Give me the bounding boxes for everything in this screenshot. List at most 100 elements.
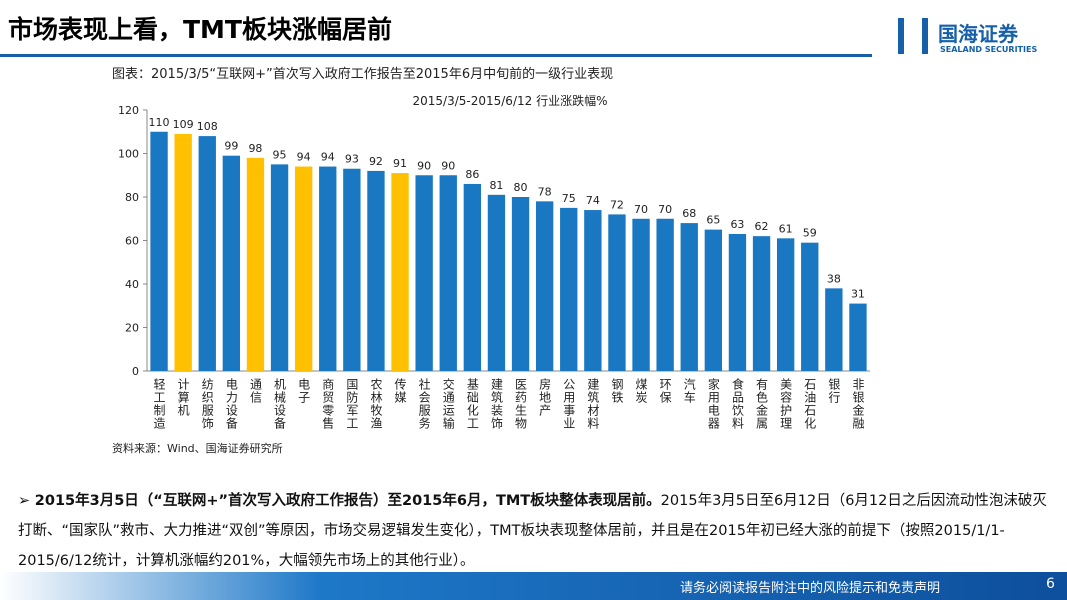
data-label: 70 <box>658 203 672 216</box>
y-tick-label: 20 <box>125 322 139 335</box>
bar <box>415 175 433 371</box>
x-tick-label: 国防军工 <box>345 378 359 430</box>
x-tick-label: 房地产 <box>538 377 552 417</box>
bar <box>608 214 626 371</box>
chart-title: 图表：2015/3/5“互联网+”首次写入政府工作报告至2015年6月中旬前的一… <box>112 67 614 82</box>
slide-title: 市场表现上看，TMT板块涨幅居前 <box>8 15 392 44</box>
bar <box>849 303 867 371</box>
data-label: 99 <box>224 140 238 153</box>
data-label: 59 <box>803 227 817 240</box>
bar <box>270 164 289 371</box>
bar <box>728 233 747 371</box>
bar <box>656 218 674 371</box>
x-tick-label: 建筑材料 <box>586 378 600 430</box>
data-label: 94 <box>297 151 311 164</box>
y-tick-label: 80 <box>125 191 139 204</box>
bar <box>535 201 554 371</box>
x-tick-label: 机械设备 <box>273 378 287 430</box>
bar <box>294 166 313 371</box>
x-tick-label: 通信 <box>248 378 262 404</box>
data-label: 90 <box>441 159 455 172</box>
data-label: 63 <box>730 218 744 231</box>
bar <box>391 173 409 371</box>
x-tick-label: 交通运输 <box>441 377 455 430</box>
source: 资料来源：Wind、国海证券研究所 <box>112 442 283 455</box>
bar <box>174 133 192 371</box>
x-tick-label: 食品饮料 <box>730 377 744 430</box>
data-label: 61 <box>779 222 793 235</box>
data-label: 78 <box>538 185 552 198</box>
chart: 0 20 40 60 80 100 120 轻工制造 110 计算机 109 纺织服饰 108 电力设备 9… <box>118 104 870 430</box>
x-tick-label: 电力设备 <box>224 378 238 430</box>
bar <box>632 218 650 371</box>
title-rule <box>0 54 872 57</box>
bar <box>511 197 530 371</box>
data-label: 90 <box>417 159 431 172</box>
body-bold: 2015年3月5日（“互联网+”首次写入政府工作报告）至2015年6月，TMT板… <box>34 493 661 509</box>
footer-disclaimer: 请务必阅读报告附注中的风险提示和免责声明 <box>680 581 941 596</box>
body-text: ➢ 2015年3月5日（“互联网+”首次写入政府工作报告）至2015年6月，TM… <box>18 486 1056 576</box>
x-tick-label: 美容护理 <box>779 378 793 430</box>
bar <box>246 157 265 371</box>
x-tick-label: 钢铁 <box>610 378 624 404</box>
data-label: 91 <box>393 157 407 170</box>
data-label: 68 <box>682 207 696 220</box>
data-label: 74 <box>586 194 600 207</box>
data-label: 86 <box>465 168 479 181</box>
bar <box>825 288 843 371</box>
x-tick-label: 基础化工 <box>465 378 479 430</box>
data-label: 108 <box>197 120 218 133</box>
x-tick-label: 银行 <box>827 378 841 404</box>
y-tick-label: 40 <box>125 278 139 291</box>
data-label: 65 <box>706 214 720 227</box>
bar <box>704 229 723 371</box>
x-tick-label: 汽车 <box>682 377 696 404</box>
footer-bar <box>0 572 1067 600</box>
x-tick-label: 公用事业 <box>562 378 576 430</box>
data-label: 110 <box>149 116 170 129</box>
bar <box>801 242 819 371</box>
x-tick-label: 石油石化 <box>803 378 817 430</box>
bar <box>487 194 506 371</box>
bar <box>198 136 216 371</box>
bar <box>150 131 168 371</box>
bar <box>776 238 795 371</box>
bar <box>439 175 457 371</box>
x-tick-label: 电子 <box>297 378 311 404</box>
bullet: ➢ <box>18 493 35 509</box>
data-label: 80 <box>514 181 528 194</box>
data-label: 75 <box>562 192 576 205</box>
logo-subtext: SEALAND SECURITIES <box>940 45 1038 54</box>
bar <box>222 155 241 371</box>
x-tick-label: 非银金融 <box>851 378 865 430</box>
y-tick-label: 60 <box>125 235 139 248</box>
x-tick-label: 有色金属 <box>755 378 769 430</box>
logo-text: 国海证券 <box>938 22 1018 46</box>
x-tick-label: 商贸零售 <box>321 377 335 430</box>
y-tick-label: 100 <box>118 148 139 161</box>
bar <box>319 166 337 371</box>
logo-mark <box>898 18 928 54</box>
data-label: 72 <box>610 198 624 211</box>
bar <box>680 223 698 371</box>
data-label: 81 <box>489 179 503 192</box>
data-label: 31 <box>851 288 865 301</box>
bar <box>343 168 361 371</box>
y-tick-label: 120 <box>118 104 139 117</box>
x-tick-label: 建筑装饰 <box>489 378 503 430</box>
data-label: 92 <box>369 155 383 168</box>
data-label: 95 <box>273 148 287 161</box>
bar <box>584 210 602 371</box>
data-label: 70 <box>634 203 648 216</box>
x-tick-label: 纺织服饰 <box>200 378 214 430</box>
body-regular: 2015年3月5日至6月12日（6月12日之后因流动性泡沫破灭打断、“国家队”救… <box>18 493 1047 569</box>
x-tick-label: 计算机 <box>176 378 190 417</box>
bar <box>752 236 771 371</box>
page-number: 6 <box>1046 576 1055 592</box>
data-label: 94 <box>321 151 335 164</box>
data-label: 93 <box>345 153 359 166</box>
x-tick-label: 轻工制造 <box>152 378 166 430</box>
bar <box>560 207 578 371</box>
x-tick-label: 社会服务 <box>417 377 431 430</box>
